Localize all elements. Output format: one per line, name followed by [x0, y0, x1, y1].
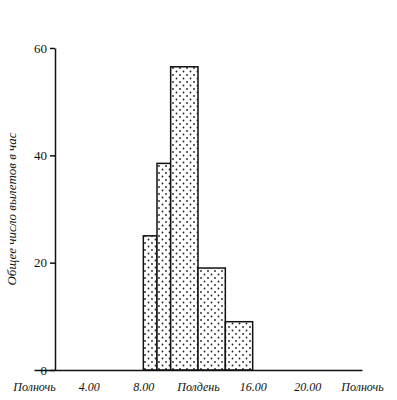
x-tick-label: 4.00 — [79, 380, 100, 394]
x-tick: 4.00 — [79, 370, 100, 394]
x-axis-line — [35, 370, 363, 372]
y-tick-label: 60 — [34, 41, 47, 56]
y-axis-title: Общее число вылетов в час — [4, 132, 19, 285]
x-tick: 16.00 — [240, 370, 267, 394]
y-tick-label: 40 — [34, 148, 47, 163]
y-tick-label: 20 — [34, 255, 47, 270]
bar — [198, 268, 225, 370]
x-tick: 20.00 — [294, 370, 321, 394]
bar — [157, 163, 171, 370]
y-tick-mark — [50, 155, 55, 157]
y-tick-mark — [50, 370, 55, 372]
x-axis: Полночь 4.00 8.00 Полдень 16.00 20.00 Полночь — [12, 370, 384, 394]
x-tick: Полночь — [340, 370, 384, 394]
x-tick: Полдень — [176, 370, 220, 394]
bars — [143, 67, 252, 370]
chart: Полночь 4.00 8.00 Полдень 16.00 20.00 Полночь 0… — [0, 0, 397, 400]
y-tick-mark — [50, 48, 55, 50]
y-tick-label: 0 — [41, 363, 48, 378]
y-tick: 20 — [34, 255, 55, 270]
x-tick-label: 20.00 — [294, 380, 321, 394]
y-axis: 0 20 40 60 — [34, 41, 56, 378]
x-tick: 8.00 — [133, 370, 154, 394]
bar — [225, 322, 252, 370]
x-tick-label: Полночь — [12, 380, 56, 394]
y-tick: 0 — [41, 363, 56, 378]
bar — [143, 236, 157, 370]
y-axis-line — [55, 49, 57, 371]
bar — [171, 67, 198, 370]
x-tick-label: 8.00 — [133, 380, 154, 394]
y-tick-mark — [50, 262, 55, 264]
x-tick-label: Полночь — [340, 380, 384, 394]
x-tick-label: 16.00 — [240, 380, 267, 394]
x-tick-label: Полдень — [176, 380, 220, 394]
x-tick: Полночь — [12, 370, 56, 394]
y-tick: 40 — [34, 148, 55, 163]
y-tick: 60 — [34, 41, 55, 56]
